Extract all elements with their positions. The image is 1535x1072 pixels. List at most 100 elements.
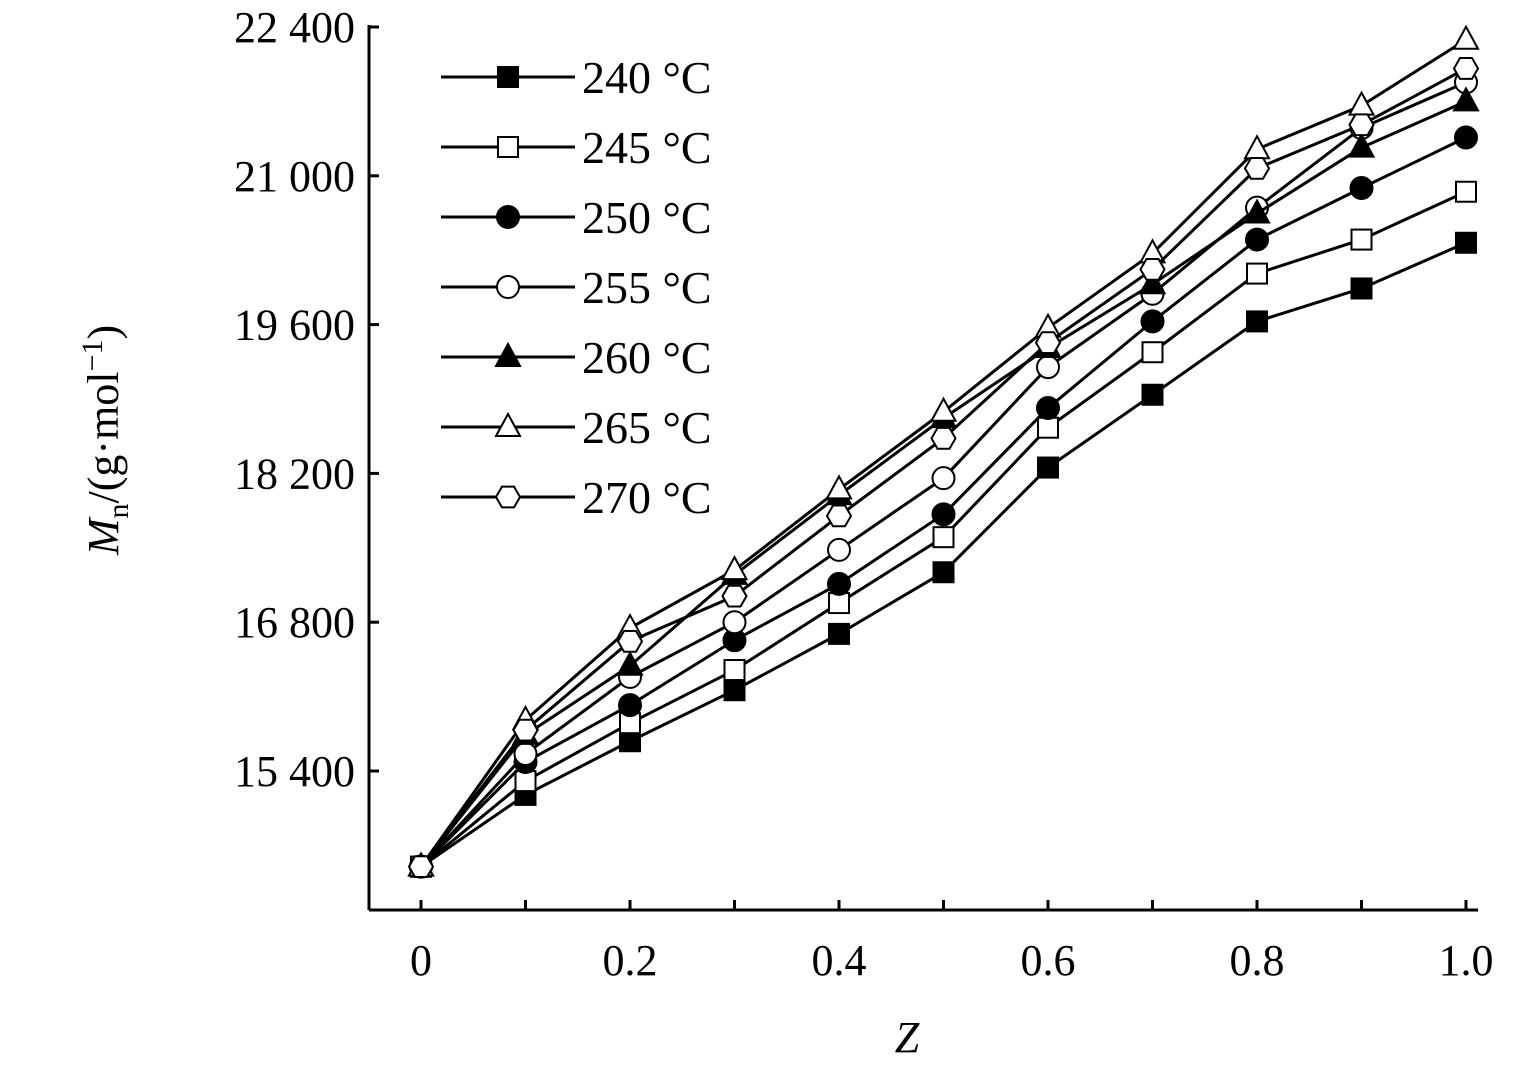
data-point [1246,262,1268,285]
data-point [512,718,539,742]
data-point [1347,90,1376,116]
data-point [723,679,746,702]
data-point [721,584,748,608]
legend-marker [494,411,522,437]
data-point [1452,24,1480,50]
data-point [1140,309,1165,334]
legend-item: 265 °C [441,402,712,453]
legend: 240 °C 245 °C 250 °C 255 °C 260 °C 265 °C 270 … [441,52,712,523]
y-tick-label: 19 600 [234,301,355,350]
data-point [930,426,957,450]
legend-label: 255 °C [582,262,712,313]
legend-label: 260 °C [582,332,712,383]
data-point [1452,86,1480,112]
data-point [619,730,641,753]
legend-item: 260 °C [441,332,712,383]
axes: 15 400 16 800 18 200 19 600 21 000 22 400 0 0.2… [234,3,1494,985]
data-point [1037,416,1059,439]
series-265c [407,24,1480,877]
series-line [419,136,1467,868]
legend-label: 240 °C [582,52,712,103]
data-point [1347,132,1376,158]
data-point [1139,257,1166,281]
y-tick-label: 15 400 [234,747,355,796]
legend-item: 250 °C [441,192,712,243]
data-point [1141,341,1164,364]
y-label-superscript: −1 [76,340,109,372]
data-point [616,650,644,676]
y-tick-label: 16 800 [234,598,355,647]
x-tick-label: 0.4 [812,936,867,985]
data-point [1245,227,1269,252]
data-point [1350,277,1373,300]
data-point [407,855,435,879]
data-point [722,610,747,635]
data-point [929,396,958,422]
legend-item: 245 °C [441,122,712,173]
series-line [419,38,1467,868]
data-point [827,571,851,596]
data-point [616,629,644,653]
y-axis-label: Mn/(g·mol−1) [76,325,135,556]
legend-label: 270 °C [582,472,712,523]
series-240c [410,231,1477,878]
legend-marker [494,485,522,509]
data-point [931,466,956,491]
x-axis-label: Z [895,1013,920,1062]
data-point [514,770,537,793]
data-point [932,561,955,584]
data-point [1454,125,1478,150]
data-point [825,504,853,528]
legend-marker [496,205,520,229]
series-line [420,241,1467,868]
legend-marker [497,66,519,88]
data-point [1246,310,1268,333]
series-270c [407,57,1480,879]
y-tick-label: 21 000 [234,152,355,201]
x-tick-label: 0.8 [1230,936,1285,985]
series-250c [409,125,1478,879]
legend-item: 240 °C [441,52,712,103]
data-point [1036,355,1060,380]
data-point [1036,396,1060,421]
legend-item: 270 °C [441,472,712,523]
series-245c [410,180,1477,878]
data-point [1452,57,1480,80]
data-point [827,537,851,562]
y-label-symbol: M [79,516,128,556]
x-tick-label: 1.0 [1439,936,1494,985]
x-tick-label: 0.6 [1021,936,1076,985]
x-tick-label: 0 [410,936,432,985]
x-tick-label: 0.2 [603,936,658,985]
data-point [1348,113,1375,137]
legend-marker [496,275,520,299]
data-point [932,526,955,549]
legend-label: 265 °C [582,402,712,453]
y-label-close: ) [79,325,128,340]
data-point [1243,198,1271,224]
data-point [828,622,850,645]
data-point [1349,176,1374,201]
legend-item: 255 °C [441,262,712,313]
data-point [825,474,853,500]
y-label-unit: /(g·mol [79,371,128,503]
y-tick-label: 18 200 [234,449,355,498]
data-point [1350,228,1373,251]
legend-label: 250 °C [582,192,712,243]
data-point [828,592,850,615]
legend-marker [494,341,522,367]
data-point [723,659,746,682]
data-point [1138,269,1167,295]
series-group [407,24,1480,879]
y-label-subscript: n [102,503,135,518]
data-point [931,502,956,527]
data-point [1243,156,1271,180]
data-point [720,555,749,581]
data-point [1141,383,1164,406]
data-point [1455,180,1477,203]
data-point [1455,231,1477,254]
data-point [1037,456,1059,479]
data-point [1034,331,1062,355]
data-point [618,693,642,718]
